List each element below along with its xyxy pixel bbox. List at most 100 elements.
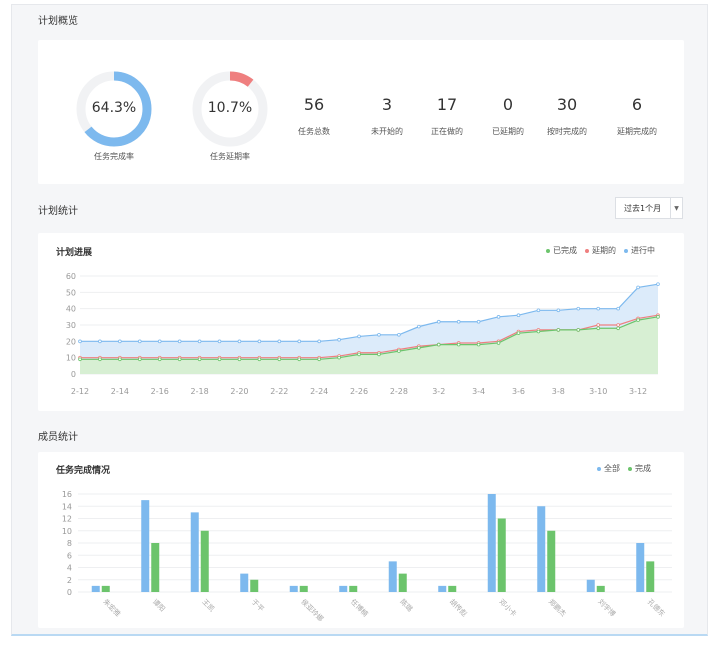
data-point-completed[interactable] — [536, 329, 541, 334]
data-point-completed[interactable] — [78, 357, 82, 362]
bar-done[interactable] — [101, 585, 110, 592]
bar-done[interactable] — [547, 530, 556, 592]
data-point-completed[interactable] — [656, 315, 660, 319]
bar-done[interactable] — [646, 561, 655, 592]
data-point-in-progress[interactable] — [496, 315, 501, 319]
legend-item-completed[interactable]: 已完成 — [546, 245, 577, 256]
time-range-select[interactable]: 过去1个月 ▼ — [615, 197, 683, 219]
bar-all[interactable] — [438, 585, 447, 592]
data-point-completed[interactable] — [137, 357, 142, 362]
data-point-in-progress[interactable] — [636, 285, 640, 290]
data-point-in-progress[interactable] — [157, 339, 162, 344]
data-point-completed[interactable] — [217, 357, 222, 362]
data-point-completed[interactable] — [496, 341, 501, 345]
data-point-completed[interactable] — [157, 357, 162, 362]
data-point-in-progress[interactable] — [257, 339, 262, 344]
data-point-in-progress[interactable] — [576, 306, 581, 311]
stat-value: 3 — [381, 95, 393, 114]
bar-all[interactable] — [636, 543, 645, 592]
data-point-completed[interactable] — [177, 357, 182, 362]
data-point-completed[interactable] — [197, 357, 202, 362]
data-point-in-progress[interactable] — [397, 333, 401, 337]
data-point-in-progress[interactable] — [596, 306, 601, 311]
data-point-in-progress[interactable] — [536, 308, 541, 313]
data-point-in-progress[interactable] — [616, 306, 620, 311]
legend-item-done[interactable]: 完成 — [628, 463, 651, 474]
data-point-in-progress[interactable] — [417, 324, 421, 329]
legend-label: 完成 — [635, 464, 651, 473]
data-point-in-progress[interactable] — [317, 339, 321, 344]
legend-item-delayed[interactable]: 延期的 — [585, 245, 616, 256]
data-point-in-progress[interactable] — [137, 339, 142, 344]
data-point-in-progress[interactable] — [516, 313, 521, 317]
data-point-in-progress[interactable] — [556, 308, 561, 313]
bar-all[interactable] — [339, 585, 348, 592]
data-point-completed[interactable] — [337, 355, 341, 360]
data-point-completed[interactable] — [397, 349, 401, 353]
data-point-in-progress[interactable] — [197, 339, 202, 344]
data-point-completed[interactable] — [596, 326, 601, 331]
data-point-completed[interactable] — [417, 346, 421, 350]
overview-section-title: 计划概览 — [38, 16, 78, 27]
bar-done[interactable] — [448, 585, 457, 592]
series-line-completed — [80, 316, 659, 360]
data-point-completed[interactable] — [118, 357, 122, 362]
bar-done[interactable] — [398, 573, 407, 592]
data-point-completed[interactable] — [516, 331, 521, 335]
data-point-completed[interactable] — [436, 342, 441, 347]
bar-all[interactable] — [537, 506, 546, 592]
data-point-in-progress[interactable] — [436, 319, 441, 324]
bar-done[interactable] — [151, 543, 160, 592]
data-point-in-progress[interactable] — [337, 337, 341, 342]
data-point-completed[interactable] — [357, 352, 361, 357]
data-point-completed[interactable] — [257, 357, 262, 362]
bar-all[interactable] — [141, 500, 150, 592]
data-point-completed[interactable] — [576, 328, 581, 332]
data-point-in-progress[interactable] — [377, 333, 381, 337]
bar-all[interactable] — [240, 573, 249, 592]
data-point-completed[interactable] — [297, 357, 302, 362]
bar-all[interactable] — [91, 585, 100, 592]
data-point-in-progress[interactable] — [78, 339, 82, 344]
bar-all[interactable] — [190, 512, 199, 592]
data-point-completed[interactable] — [277, 357, 282, 362]
data-point-completed[interactable] — [456, 342, 461, 347]
bar-all[interactable] — [289, 585, 298, 592]
legend-label: 延期的 — [592, 246, 616, 255]
data-point-completed[interactable] — [317, 357, 321, 362]
data-point-delayed[interactable] — [616, 323, 620, 327]
data-point-in-progress[interactable] — [476, 319, 481, 324]
bar-all[interactable] — [487, 494, 496, 592]
data-point-completed[interactable] — [377, 352, 381, 357]
legend-item-in-progress[interactable]: 进行中 — [624, 245, 655, 256]
data-point-in-progress[interactable] — [177, 339, 182, 344]
data-point-delayed[interactable] — [596, 323, 601, 327]
data-point-completed[interactable] — [636, 318, 640, 322]
data-point-in-progress[interactable] — [456, 319, 461, 324]
bar-done[interactable] — [349, 585, 358, 592]
x-tick-label: 侯亚玲娜 — [299, 597, 325, 623]
bar-done[interactable] — [200, 530, 209, 592]
data-point-completed[interactable] — [476, 342, 481, 347]
chevron-down-icon[interactable]: ▼ — [674, 204, 679, 212]
data-point-completed[interactable] — [556, 328, 561, 332]
data-point-in-progress[interactable] — [217, 339, 222, 344]
data-point-in-progress[interactable] — [277, 339, 282, 344]
bar-done[interactable] — [497, 518, 506, 593]
data-point-in-progress[interactable] — [98, 339, 102, 344]
data-point-in-progress[interactable] — [297, 339, 302, 344]
bar-done[interactable] — [250, 579, 259, 592]
stat-delayed: 0 已延期的 — [473, 95, 543, 137]
bar-all[interactable] — [388, 561, 397, 592]
data-point-in-progress[interactable] — [118, 339, 122, 344]
bar-done[interactable] — [299, 585, 308, 592]
legend-item-all[interactable]: 全部 — [597, 463, 620, 474]
data-point-in-progress[interactable] — [656, 282, 660, 286]
data-point-in-progress[interactable] — [237, 339, 242, 344]
bar-all[interactable] — [586, 579, 595, 592]
bar-done[interactable] — [596, 585, 605, 592]
data-point-completed[interactable] — [98, 357, 102, 362]
data-point-in-progress[interactable] — [357, 334, 361, 339]
data-point-completed[interactable] — [616, 326, 620, 331]
data-point-completed[interactable] — [237, 357, 242, 362]
